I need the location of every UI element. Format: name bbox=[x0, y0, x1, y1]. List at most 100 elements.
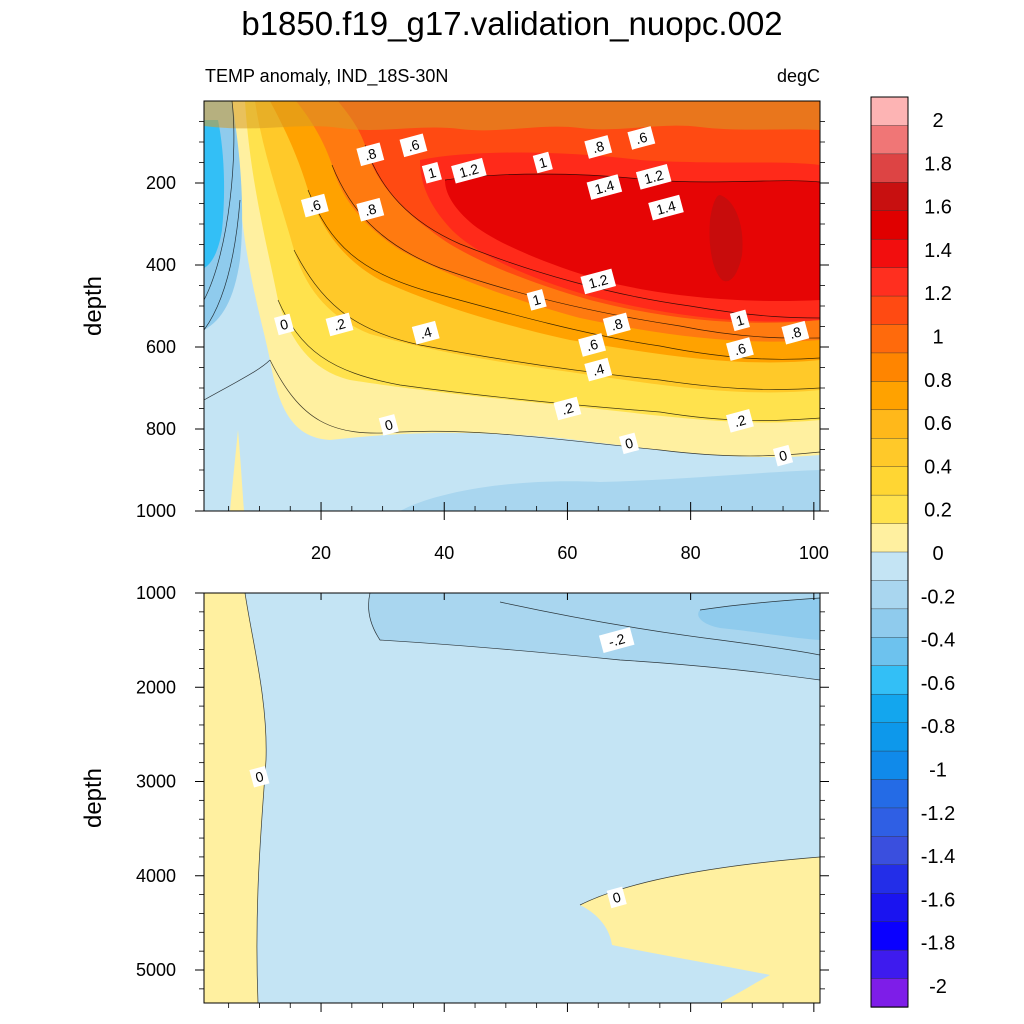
contour-label-text: .2 bbox=[732, 412, 748, 431]
contour-label: .2 bbox=[725, 409, 754, 433]
lower-y-ticks: 1000 2000 3000 4000 5000 bbox=[136, 583, 829, 990]
colorbar-label: 0.4 bbox=[924, 456, 952, 478]
y-tick-label: 200 bbox=[146, 173, 176, 193]
contour-label-text: .4 bbox=[418, 323, 434, 342]
contour-label-bg bbox=[249, 766, 270, 788]
contour-label-bg bbox=[451, 157, 487, 184]
colorbar-box bbox=[870, 693, 909, 724]
lower-contour-lines bbox=[244, 593, 820, 1003]
contour-label: 0 bbox=[606, 886, 627, 909]
contour-label-bg bbox=[356, 197, 385, 222]
contour-label-bg bbox=[421, 161, 442, 184]
contour-label: 0 bbox=[618, 432, 640, 455]
colorbar-box bbox=[870, 210, 909, 240]
contour-label-bg bbox=[729, 309, 750, 332]
colorbar-frame bbox=[870, 96, 909, 1008]
colorbar-label: 1 bbox=[932, 327, 943, 349]
contour-label-text: -.2 bbox=[607, 630, 627, 650]
x-tick-label: 40 bbox=[434, 543, 454, 563]
upper-cold-core bbox=[204, 120, 225, 268]
contour-label-text: .8 bbox=[363, 200, 379, 219]
contour-label-text: .6 bbox=[584, 336, 600, 355]
contour-label-bg bbox=[378, 414, 399, 436]
contour-label: 0 bbox=[274, 313, 295, 336]
colorbar-box bbox=[870, 267, 909, 297]
lower-cold-core bbox=[698, 598, 820, 640]
y-tick-label: 1000 bbox=[136, 501, 176, 521]
colorbar-box bbox=[870, 409, 909, 439]
contour-label-text: .8 bbox=[363, 145, 379, 164]
contour-label-text: 1.2 bbox=[642, 167, 665, 188]
contour-label-bg bbox=[598, 627, 635, 653]
contour-label: .8 bbox=[356, 142, 385, 167]
y-tick-label: 2000 bbox=[136, 677, 176, 697]
contour-label-text: 0 bbox=[611, 889, 623, 907]
colorbar-label: 1.4 bbox=[924, 240, 952, 262]
x-tick-label: 100 bbox=[799, 543, 829, 563]
y-tick-label: 5000 bbox=[136, 960, 176, 980]
contour-label: 1.2 bbox=[635, 164, 672, 190]
contour-label: .4 bbox=[411, 320, 440, 345]
colorbar-label: -1.4 bbox=[921, 846, 955, 868]
contour-label-bg bbox=[781, 320, 810, 345]
contour-label-bg bbox=[578, 333, 607, 357]
contour-label-bg bbox=[411, 320, 440, 345]
contour-label-text: 0 bbox=[777, 447, 789, 465]
colorbar-box bbox=[870, 523, 909, 553]
contour-label: 0 bbox=[249, 766, 270, 788]
colorbar-label: -0.2 bbox=[921, 586, 955, 608]
upper-contour-lines bbox=[204, 101, 820, 457]
colorbar-box bbox=[870, 893, 909, 923]
contour-label: 1 bbox=[421, 161, 442, 184]
y-tick-label: 600 bbox=[146, 337, 176, 357]
contour-label-text: .8 bbox=[788, 323, 804, 342]
contour-label-text: 1 bbox=[531, 291, 543, 309]
colorbar-box bbox=[870, 637, 909, 667]
contour-label-text: 0 bbox=[278, 316, 290, 334]
colorbar-box bbox=[870, 580, 909, 610]
colorbar-box bbox=[870, 381, 909, 411]
chart-title: b1850.f19_g17.validation_nuopc.002 bbox=[241, 5, 782, 42]
y-tick-label: 3000 bbox=[136, 772, 176, 792]
colorbar-label: 1.6 bbox=[924, 197, 952, 219]
contour-label: 1.4 bbox=[648, 194, 684, 221]
contour-label: 0 bbox=[772, 444, 794, 467]
contour-label: .8 bbox=[356, 197, 385, 222]
colorbar-label: -1.6 bbox=[921, 889, 955, 911]
contour-label-text: 0 bbox=[254, 768, 266, 786]
x-tick-label: 80 bbox=[681, 543, 701, 563]
contour-label: .2 bbox=[325, 312, 354, 337]
x-tick-label: 20 bbox=[311, 543, 331, 563]
contour-label-text: 1.4 bbox=[593, 177, 616, 198]
lower-warm-west bbox=[204, 593, 267, 1003]
colorbar-label: 1.2 bbox=[924, 283, 952, 305]
colorbar-box bbox=[870, 722, 909, 752]
colorbar-label: 0.6 bbox=[924, 413, 952, 435]
upper-y-axis-label: depth bbox=[80, 276, 107, 336]
contour-label: .2 bbox=[553, 396, 582, 421]
lower-x-ticks bbox=[228, 593, 815, 1012]
colorbar-box bbox=[870, 295, 909, 326]
contour-label: .4 bbox=[584, 357, 613, 382]
contour-label: .6 bbox=[578, 333, 607, 357]
y-tick-label: 400 bbox=[146, 255, 176, 275]
contour-label-bg bbox=[648, 194, 684, 221]
contour-label: -.2 bbox=[598, 627, 635, 653]
contour-label-bg bbox=[627, 126, 656, 150]
contour-label: 0 bbox=[378, 414, 399, 436]
colorbar-box bbox=[870, 494, 909, 525]
contour-label-bg bbox=[584, 357, 613, 382]
contour-label-bg bbox=[356, 142, 385, 167]
colorbar-box bbox=[870, 750, 909, 781]
contour-label-text: .6 bbox=[307, 196, 323, 215]
contour-label-text: 1 bbox=[426, 164, 438, 182]
contour-label-bg bbox=[635, 164, 672, 190]
colorbar-box bbox=[870, 352, 909, 383]
y-tick-label: 800 bbox=[146, 419, 176, 439]
colorbar-box bbox=[870, 551, 909, 582]
contour-label: 1 bbox=[532, 151, 553, 174]
colorbar-box bbox=[870, 466, 909, 496]
colorbar-label: 2 bbox=[932, 110, 943, 132]
